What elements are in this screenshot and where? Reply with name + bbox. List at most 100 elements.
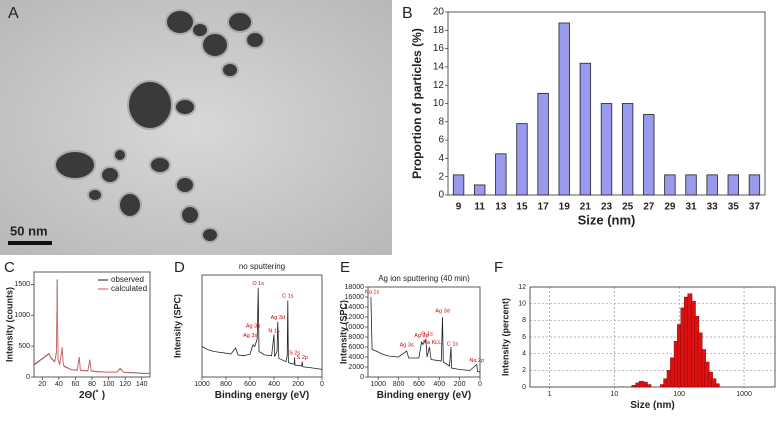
bar [558, 22, 570, 196]
legend-label: observed [111, 275, 144, 284]
y-tick-label: 2000 [348, 364, 364, 371]
y-tick-label: 2 [522, 367, 526, 374]
y-tick-label: 12 [433, 80, 445, 91]
y-axis-label: Intensity (SPC) [172, 294, 182, 358]
x-tick-label: 9 [456, 202, 462, 213]
bar [643, 114, 655, 196]
x-tick-label: 140 [136, 381, 148, 388]
x-tick-label: 1000 [370, 381, 386, 388]
x-tick-label: 1000 [194, 381, 210, 388]
line-series [370, 296, 481, 373]
peak-label: Na KLL [423, 340, 441, 346]
y-tick-label: 20 [433, 7, 445, 18]
x-axis-label: Binding energy (eV) [377, 390, 471, 401]
bar [646, 384, 652, 388]
bar [579, 62, 592, 196]
y-axis-label: Intensity (SPC) [338, 300, 348, 364]
panel-label: F [494, 259, 503, 276]
x-tick-label: 200 [454, 381, 466, 388]
panel-label: B [402, 5, 413, 22]
x-tick-label: 600 [244, 381, 256, 388]
bar [638, 380, 644, 388]
y-tick-label: 18 [433, 25, 445, 36]
x-tick-label: 800 [393, 381, 405, 388]
bar [711, 378, 717, 388]
bar [664, 174, 676, 196]
bar [600, 103, 613, 196]
peak-label: Ag 3d [435, 308, 449, 314]
peak-label: Ag 3s [243, 333, 257, 339]
x-tick-label: 10 [610, 391, 618, 398]
y-tick-label: 12000 [345, 314, 365, 321]
y-tick-label: 8 [522, 317, 526, 324]
peak-label: Ag 3p [246, 323, 260, 329]
bar [452, 174, 465, 196]
peak-label: C 1s [282, 294, 294, 300]
peak-label: O 1s [252, 281, 264, 287]
x-axis-label: Size (nm) [578, 212, 636, 227]
x-tick-label: 1 [548, 391, 552, 398]
peak-label: Na 1s [365, 289, 380, 295]
y-tick-label: 6 [438, 135, 444, 146]
legend-label: calculated [111, 284, 147, 293]
line-series [201, 287, 323, 370]
bar [621, 103, 634, 196]
y-tick-label: 8000 [348, 334, 364, 341]
y-tick-label: 4 [522, 351, 526, 358]
panel-label: C [4, 259, 15, 276]
y-tick-label: 0 [26, 374, 30, 381]
y-tick-label: 0 [438, 190, 444, 201]
x-tick-label: 0 [320, 381, 324, 388]
y-tick-label: 500 [18, 343, 30, 350]
y-axis-label: Intensity (percent) [500, 298, 510, 376]
bar [537, 93, 549, 196]
x-tick-label: 400 [433, 381, 445, 388]
peak-label: Na 2p [469, 358, 484, 364]
y-tick-label: 10 [518, 301, 526, 308]
x-axis-label: 2Θ(˚ ) [79, 389, 105, 401]
x-tick-label: 200 [292, 381, 304, 388]
x-axis-label: Size (nm) [630, 400, 674, 411]
chart-title: Ag ion sputtering (40 min) [378, 274, 470, 283]
y-tick-label: 16 [433, 43, 445, 54]
y-tick-label: 1000 [14, 312, 30, 319]
scale-bar-label: 50 nm [10, 223, 48, 238]
x-tick-label: 19 [559, 202, 571, 213]
plot-frame [367, 286, 481, 378]
x-tick-label: 60 [72, 381, 80, 388]
x-axis-label: Binding energy (eV) [215, 390, 309, 401]
x-tick-label: 17 [538, 202, 550, 213]
y-tick-label: 2 [438, 171, 444, 182]
bar [727, 174, 739, 196]
bar [685, 174, 697, 196]
y-tick-label: 8 [438, 116, 444, 127]
peak-label: C 1s [447, 341, 459, 347]
x-tick-label: 80 [88, 381, 96, 388]
panel-label: D [174, 259, 185, 276]
x-tick-label: 21 [580, 202, 592, 213]
y-tick-label: 4 [438, 153, 444, 164]
x-tick-label: 37 [749, 202, 761, 213]
tem-image [0, 0, 392, 255]
x-tick-label: 0 [478, 381, 482, 388]
x-tick-label: 23 [601, 202, 613, 213]
line-series [33, 281, 150, 374]
x-tick-label: 35 [728, 202, 740, 213]
x-tick-label: 31 [685, 202, 697, 213]
x-tick-label: 40 [55, 381, 63, 388]
y-tick-label: 10000 [345, 324, 365, 331]
x-tick-label: 600 [413, 381, 425, 388]
y-tick-label: 14000 [345, 304, 365, 311]
peak-label: Ag 3p [414, 333, 428, 339]
x-tick-label: 15 [516, 202, 528, 213]
y-tick-label: 1500 [14, 281, 30, 288]
x-tick-label: 27 [643, 202, 655, 213]
peak-label: S 2p [297, 355, 308, 361]
x-tick-label: 20 [38, 381, 46, 388]
bar [748, 174, 761, 196]
x-tick-label: 120 [119, 381, 131, 388]
bar [714, 383, 720, 388]
y-axis-label: Proportion of particles (%) [410, 28, 424, 179]
x-tick-label: 13 [495, 202, 507, 213]
